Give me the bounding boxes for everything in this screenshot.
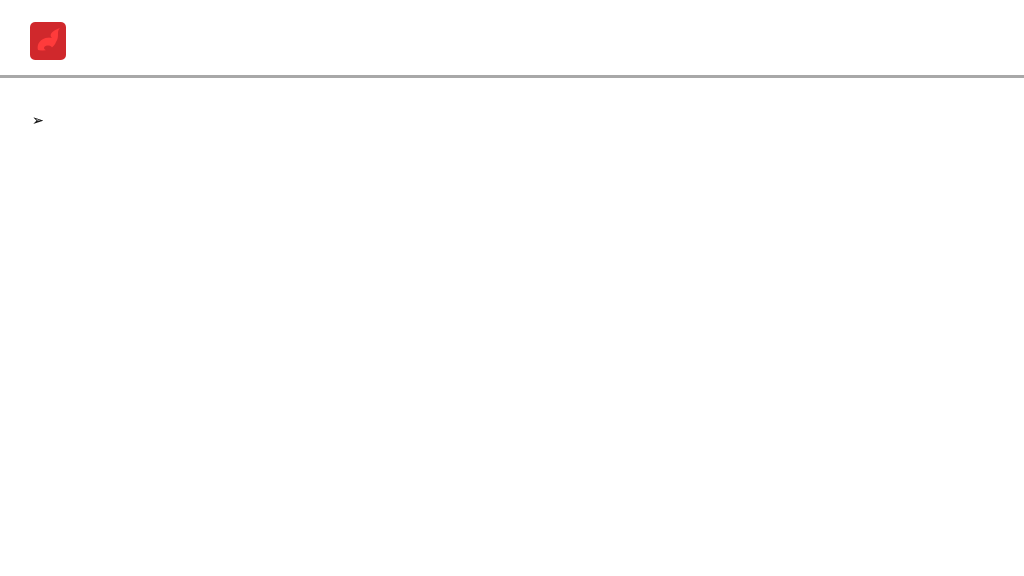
slide-header [0,0,1024,78]
brand-logo [836,24,838,56]
arrow-bullet-icon: ➢ [32,113,44,129]
arrow-bullet-icon: ➢ [32,113,44,129]
header-divider [0,75,1024,78]
software-domain-bar-chart [795,330,1015,510]
flame-logo-icon [30,22,66,60]
data-type-grouped-bar-chart [525,320,785,525]
arrow-bullet-icon: ➢ [32,113,44,129]
country-share-pie-chart [795,98,995,298]
patent-count-bar-chart [500,98,780,298]
